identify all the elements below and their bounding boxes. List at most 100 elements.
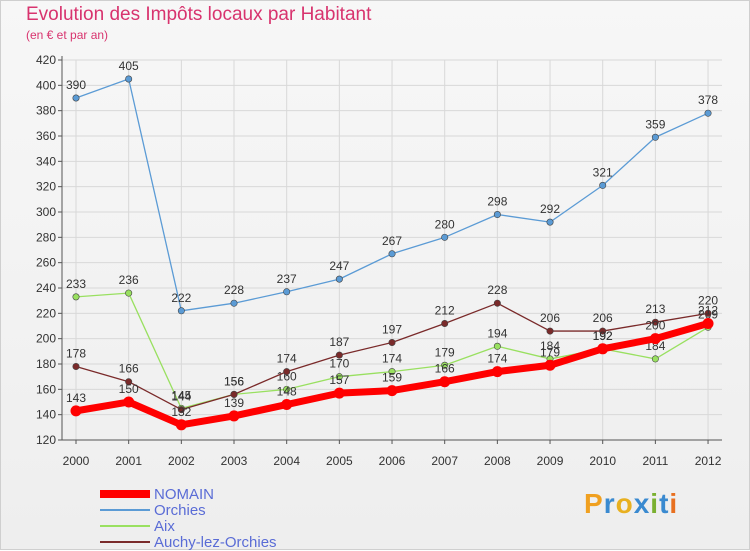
data-label-auchy-lez-orchies: 178 — [66, 347, 86, 361]
data-label-aix: 179 — [435, 345, 455, 359]
data-label-aix: 156 — [224, 374, 244, 388]
y-tick-label: 360 — [36, 129, 56, 143]
data-point-orchies — [493, 211, 501, 219]
data-point-auchy-lez-orchies — [72, 363, 80, 371]
data-label-orchies: 359 — [645, 117, 665, 131]
y-tick-label: 120 — [36, 433, 56, 447]
data-label-orchies: 321 — [593, 165, 613, 179]
data-point-orchies — [599, 181, 607, 189]
data-point-aix — [72, 293, 80, 301]
data-label-nomain: 148 — [277, 385, 297, 399]
x-tick-label: 2005 — [326, 454, 353, 468]
data-point-nomain — [175, 419, 187, 431]
y-tick-label: 420 — [36, 53, 56, 67]
logo-letter: i — [669, 488, 679, 519]
data-point-auchy-lez-orchies — [651, 318, 659, 326]
legend-swatch-auchy-lez-orchies — [100, 541, 150, 543]
data-label-orchies: 390 — [66, 78, 86, 92]
data-label-nomain: 200 — [645, 319, 665, 333]
data-label-orchies: 292 — [540, 202, 560, 216]
data-label-auchy-lez-orchies: 213 — [645, 302, 665, 316]
data-point-nomain — [439, 376, 451, 388]
y-tick-label: 180 — [36, 357, 56, 371]
data-label-nomain: 150 — [119, 382, 139, 396]
legend-label-orchies: Orchies — [154, 501, 206, 519]
data-point-auchy-lez-orchies — [493, 299, 501, 307]
data-point-nomain — [333, 387, 345, 399]
data-point-auchy-lez-orchies — [125, 378, 133, 386]
data-label-nomain: 179 — [540, 345, 560, 359]
chart-title: Evolution des Impôts locaux par Habitant — [26, 4, 372, 25]
x-tick-label: 2009 — [537, 454, 564, 468]
x-tick-label: 2000 — [63, 454, 90, 468]
logo-letter: P — [584, 488, 604, 519]
x-tick-label: 2011 — [642, 454, 668, 468]
data-label-aix: 170 — [329, 357, 349, 371]
data-point-orchies — [177, 307, 185, 315]
data-label-orchies: 267 — [382, 234, 402, 248]
data-label-orchies: 298 — [487, 195, 507, 209]
data-label-aix: 194 — [487, 326, 507, 340]
data-point-nomain — [386, 385, 398, 397]
data-point-orchies — [283, 288, 291, 296]
data-point-aix — [651, 355, 659, 363]
x-tick-label: 2008 — [484, 454, 511, 468]
x-tick-label: 2004 — [273, 454, 300, 468]
logo-letter: i — [650, 488, 660, 519]
data-label-nomain: 166 — [435, 362, 455, 376]
data-label-auchy-lez-orchies: 228 — [487, 283, 507, 297]
legend-item-nomain: NOMAIN — [100, 485, 214, 503]
data-label-nomain: 157 — [329, 373, 349, 387]
legend-swatch-orchies — [100, 509, 150, 511]
data-point-auchy-lez-orchies — [283, 368, 291, 376]
data-point-orchies — [441, 233, 449, 241]
data-label-nomain: 192 — [593, 329, 613, 343]
y-tick-label: 300 — [36, 205, 56, 219]
data-label-aix: 160 — [277, 369, 297, 383]
data-label-auchy-lez-orchies: 187 — [329, 335, 349, 349]
data-label-auchy-lez-orchies: 220 — [698, 293, 718, 307]
legend-item-orchies: Orchies — [100, 501, 206, 519]
data-label-orchies: 237 — [277, 272, 297, 286]
x-tick-label: 2007 — [431, 454, 458, 468]
y-tick-label: 320 — [36, 180, 56, 194]
data-label-orchies: 280 — [435, 217, 455, 231]
data-point-aix — [335, 373, 343, 381]
data-label-orchies: 228 — [224, 283, 244, 297]
data-label-auchy-lez-orchies: 156 — [224, 374, 244, 388]
chart-subtitle: (en € et par an) — [26, 28, 109, 42]
data-label-aix: 184 — [540, 339, 560, 353]
data-label-nomain: 174 — [487, 352, 507, 366]
data-label-orchies: 378 — [698, 93, 718, 107]
data-point-aix — [388, 368, 396, 376]
x-tick-label: 2006 — [379, 454, 406, 468]
data-point-nomain — [70, 405, 82, 417]
data-point-orchies — [388, 250, 396, 258]
data-point-nomain — [702, 317, 714, 329]
x-tick-label: 2012 — [695, 454, 722, 468]
y-tick-label: 340 — [36, 154, 56, 168]
data-point-auchy-lez-orchies — [546, 327, 554, 335]
data-point-nomain — [597, 343, 609, 355]
data-point-auchy-lez-orchies — [704, 309, 712, 317]
legend-swatch-aix — [100, 525, 150, 527]
x-tick-label: 2001 — [115, 454, 142, 468]
data-point-auchy-lez-orchies — [335, 351, 343, 359]
legend-label-nomain: NOMAIN — [154, 485, 214, 503]
data-point-nomain — [649, 333, 661, 345]
data-point-orchies — [230, 299, 238, 307]
data-point-orchies — [704, 109, 712, 117]
legend-label-aix: Aix — [154, 517, 175, 535]
x-tick-label: 2003 — [221, 454, 248, 468]
legend-label-auchy-lez-orchies: Auchy-lez-Orchies — [154, 533, 277, 551]
y-tick-label: 400 — [36, 78, 56, 92]
data-point-nomain — [544, 359, 556, 371]
data-label-aix: 174 — [382, 352, 402, 366]
data-point-auchy-lez-orchies — [388, 338, 396, 346]
logo-letter: r — [603, 488, 616, 519]
data-point-orchies — [72, 94, 80, 102]
data-point-aix — [283, 385, 291, 393]
x-tick-label: 2002 — [168, 454, 195, 468]
